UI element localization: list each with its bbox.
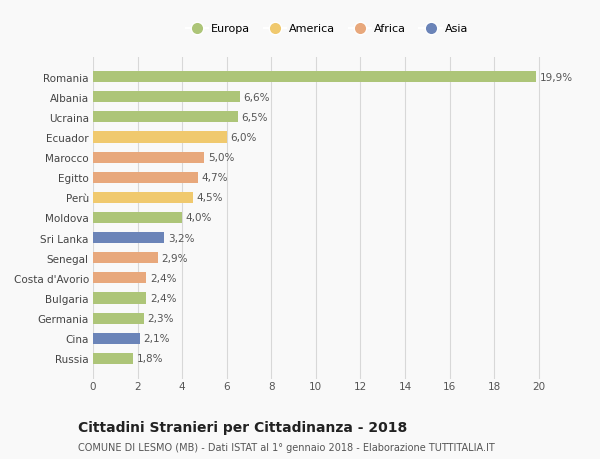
Text: Cittadini Stranieri per Cittadinanza - 2018: Cittadini Stranieri per Cittadinanza - 2… <box>78 420 407 434</box>
Text: 6,6%: 6,6% <box>244 93 270 102</box>
Bar <box>93 353 133 364</box>
Text: COMUNE DI LESMO (MB) - Dati ISTAT al 1° gennaio 2018 - Elaborazione TUTTITALIA.I: COMUNE DI LESMO (MB) - Dati ISTAT al 1° … <box>78 442 495 452</box>
Text: 4,0%: 4,0% <box>185 213 212 223</box>
Bar <box>93 213 182 224</box>
Text: 5,0%: 5,0% <box>208 153 234 163</box>
Text: 6,0%: 6,0% <box>230 133 256 143</box>
Legend: Europa, America, Africa, Asia: Europa, America, Africa, Asia <box>185 24 469 34</box>
Text: 2,3%: 2,3% <box>148 313 174 324</box>
Text: 19,9%: 19,9% <box>540 73 573 83</box>
Bar <box>93 92 240 103</box>
Bar <box>93 132 227 143</box>
Bar <box>93 72 536 83</box>
Bar <box>93 313 144 324</box>
Text: 2,9%: 2,9% <box>161 253 187 263</box>
Text: 4,7%: 4,7% <box>201 173 227 183</box>
Text: 2,1%: 2,1% <box>143 334 170 343</box>
Bar <box>93 252 158 264</box>
Bar <box>93 273 146 284</box>
Text: 2,4%: 2,4% <box>150 293 176 303</box>
Bar <box>93 112 238 123</box>
Bar <box>93 152 205 163</box>
Bar <box>93 172 198 184</box>
Bar <box>93 233 164 244</box>
Text: 3,2%: 3,2% <box>167 233 194 243</box>
Text: 6,5%: 6,5% <box>241 112 268 123</box>
Text: 1,8%: 1,8% <box>136 353 163 364</box>
Bar <box>93 293 146 304</box>
Bar <box>93 192 193 203</box>
Bar <box>93 333 140 344</box>
Text: 4,5%: 4,5% <box>197 193 223 203</box>
Text: 2,4%: 2,4% <box>150 273 176 283</box>
